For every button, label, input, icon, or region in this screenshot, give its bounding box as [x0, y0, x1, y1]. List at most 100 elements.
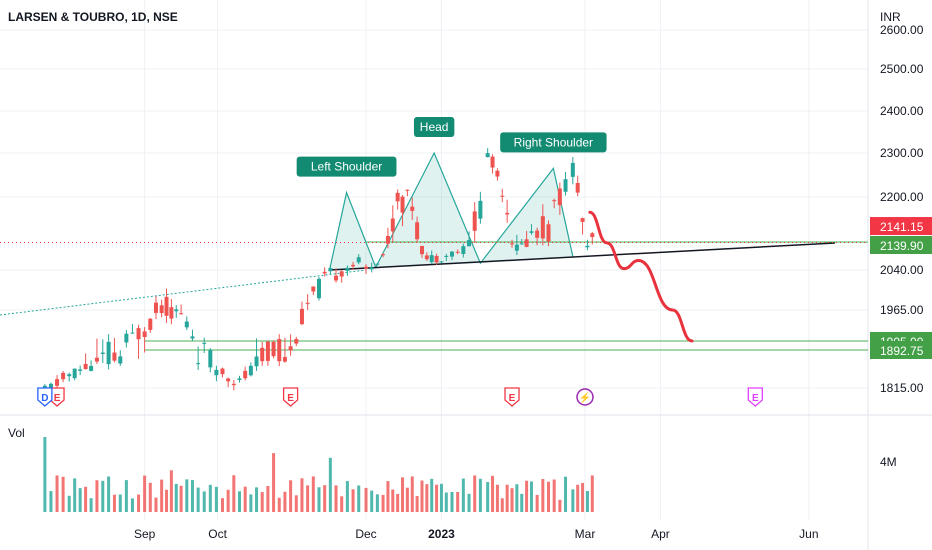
candle-body: [208, 349, 213, 368]
volume-bar: [529, 481, 533, 512]
candle-body: [271, 341, 276, 357]
event-marker-earnings[interactable]: [37, 387, 53, 407]
price-badge-label: 2139.90: [880, 239, 924, 253]
volume-bar: [174, 483, 178, 512]
volume-bar: [214, 486, 218, 512]
volume-bar: [202, 491, 206, 512]
volume-bar: [67, 495, 71, 512]
candle-body: [410, 206, 415, 211]
candle-body: [381, 254, 386, 256]
candle-body: [490, 156, 495, 168]
candle-body: [400, 196, 405, 213]
volume-bar: [311, 476, 315, 512]
candle-body: [375, 263, 380, 265]
volume-bar: [328, 457, 332, 512]
forecast-path[interactable]: [588, 210, 694, 343]
candle-body: [124, 333, 129, 343]
event-marker-label: D: [41, 393, 48, 404]
candle-body: [299, 308, 304, 325]
volume-bar: [420, 480, 424, 512]
chart-title: LARSEN & TOUBRO, 1D, NSE: [8, 10, 178, 24]
annotation-label[interactable]: Head: [420, 120, 449, 134]
volume-bar: [232, 475, 236, 512]
volume-bar: [351, 489, 355, 512]
candle-body: [67, 374, 72, 377]
event-marker-label: E: [54, 393, 61, 404]
candle-body: [248, 365, 253, 376]
volume-bar: [345, 481, 349, 512]
event-marker-earnings[interactable]: [504, 387, 520, 407]
volume-bar: [425, 484, 429, 512]
candle-body: [153, 302, 158, 313]
candle-body: [540, 216, 545, 239]
event-marker-earnings[interactable]: [282, 387, 299, 407]
x-tick-label: Jun: [799, 527, 818, 541]
candle-body: [184, 321, 189, 328]
volume-bar: [220, 498, 224, 512]
volume-bar: [78, 488, 82, 512]
volume-bar: [552, 479, 556, 512]
volume-bar: [255, 487, 259, 512]
volume-bar: [323, 485, 327, 512]
price-badge-label: 2141.15: [880, 220, 924, 234]
candle-body: [524, 239, 529, 247]
annotation-label[interactable]: Right Shoulder: [514, 135, 593, 149]
volume-bar: [84, 486, 88, 512]
candle-body: [196, 363, 201, 365]
x-tick-label: Mar: [575, 527, 596, 541]
volume-bar: [112, 494, 116, 512]
candle-body: [282, 357, 287, 362]
volume-bar: [249, 494, 253, 512]
volume-bar: [226, 489, 230, 512]
volume-bar: [396, 493, 400, 512]
annotation-label-bg[interactable]: [296, 156, 397, 177]
candle-body: [164, 296, 169, 316]
annotation-label-bg[interactable]: [413, 117, 455, 137]
volume-bar: [410, 476, 414, 512]
candle-body: [72, 368, 77, 379]
volume-bar: [478, 478, 482, 512]
candle-body: [395, 192, 400, 202]
volume-bar: [364, 487, 368, 512]
candle-body: [118, 356, 123, 364]
volume-bar: [306, 485, 310, 512]
volume-bar: [169, 470, 173, 512]
event-marker-earnings[interactable]: [747, 387, 763, 407]
volume-bar: [272, 453, 276, 512]
candle-body: [444, 255, 449, 257]
volume-bar: [89, 498, 93, 512]
volume-bar: [124, 480, 128, 512]
candle-body: [148, 318, 153, 330]
candle-body: [277, 339, 282, 362]
y-tick-label: 2040.00: [880, 263, 924, 277]
candle-body: [94, 357, 99, 362]
volume-bar: [317, 487, 321, 512]
volume-bar: [340, 496, 344, 512]
candle-body: [461, 246, 466, 254]
candle-body: [174, 309, 179, 312]
volume-bar: [435, 484, 439, 512]
neckline[interactable]: [329, 242, 836, 271]
volume-bar: [505, 484, 509, 512]
y-tick-label: 2500.00: [880, 62, 924, 76]
candle-body: [339, 271, 344, 277]
currency-unit: INR: [880, 10, 901, 24]
head-shoulders-outline[interactable]: [328, 151, 574, 271]
dotted-trendline[interactable]: [0, 269, 367, 316]
candle-body: [61, 372, 66, 380]
candle-body: [214, 369, 219, 376]
annotation-label[interactable]: Left Shoulder: [311, 160, 382, 174]
volume-bar: [190, 480, 194, 512]
volume-bar: [510, 488, 514, 512]
x-tick-label: Dec: [355, 527, 376, 541]
event-marker-dividend[interactable]: [576, 388, 594, 406]
candle-body: [552, 200, 557, 202]
volume-bar: [266, 486, 270, 512]
volume-bar: [300, 478, 304, 512]
candle-body: [590, 233, 595, 238]
volume-bar: [535, 494, 539, 512]
annotation-label-bg[interactable]: [500, 132, 607, 153]
candle-body: [78, 369, 83, 371]
candle-body: [328, 268, 333, 272]
